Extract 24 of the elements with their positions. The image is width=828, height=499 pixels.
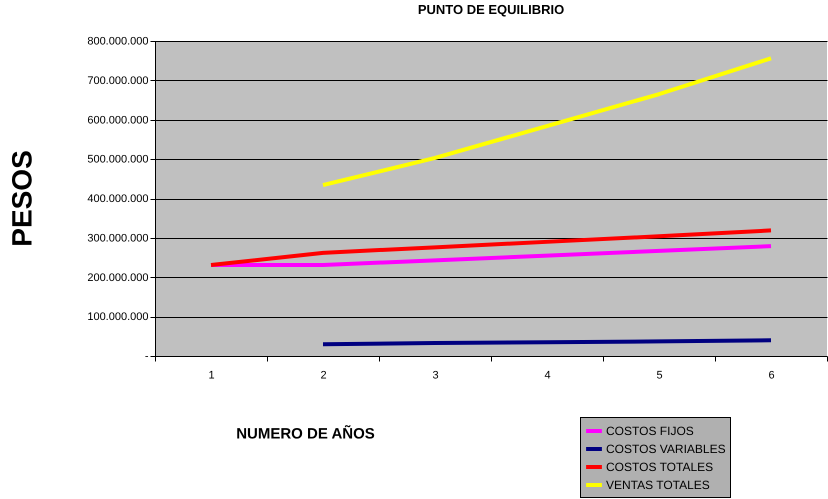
y-axis-title: PESOS [6, 150, 38, 247]
chart-title: PUNTO DE EQUILIBRIO [418, 2, 564, 17]
x-tick-label: 6 [768, 370, 775, 382]
legend-label: VENTAS TOTALES [606, 478, 710, 492]
x-axis-title: NUMERO DE AÑOS [236, 424, 375, 442]
legend-label: COSTOS VARIABLES [606, 442, 726, 456]
x-tick-label: 3 [432, 370, 439, 382]
x-tick-label: 5 [656, 370, 663, 382]
x-tick-label: 1 [208, 370, 215, 382]
x-tick-label: 4 [544, 370, 551, 382]
y-tick-label: 500.000.000 [87, 154, 148, 166]
y-tick-label: 600.000.000 [87, 114, 148, 126]
y-tick-label: 400.000.000 [87, 193, 148, 205]
x-tick-label: 2 [320, 370, 327, 382]
y-tick-label: 800.000.000 [87, 36, 148, 48]
legend-label: COSTOS TOTALES [606, 460, 714, 474]
line-series [321, 56, 773, 188]
legend-label: COSTOS FIJOS [606, 424, 694, 438]
y-tick-label: 700.000.000 [87, 74, 148, 87]
y-tick-label: - [144, 350, 149, 362]
line-series [209, 228, 773, 268]
y-tick-label: 200.000.000 [87, 272, 148, 284]
y-tick-label: 300.000.000 [87, 232, 148, 244]
y-tick-label: 100.000.000 [87, 311, 148, 324]
